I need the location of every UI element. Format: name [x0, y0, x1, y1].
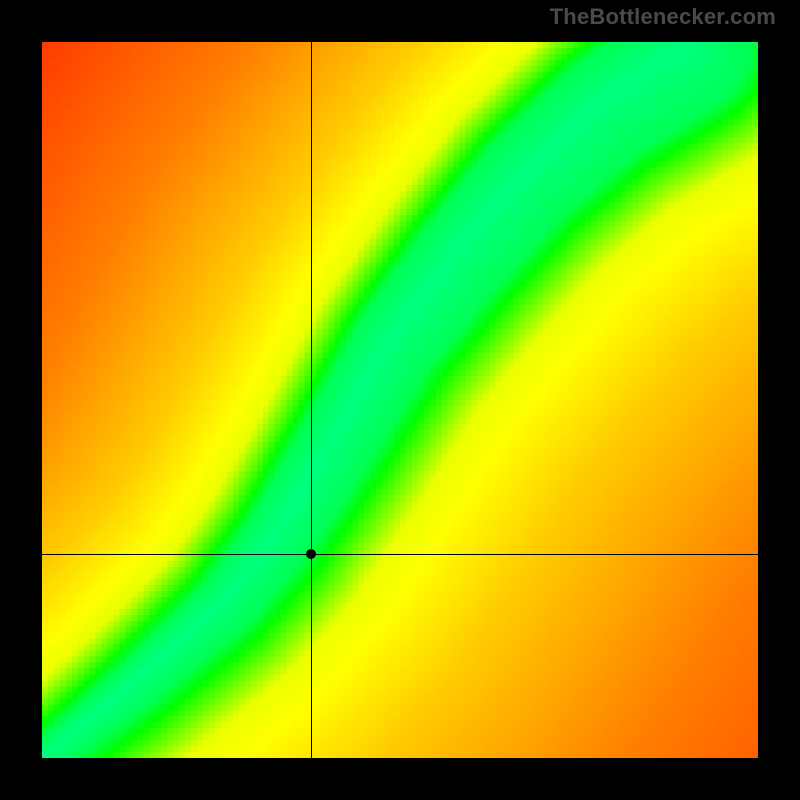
watermark-text: TheBottlenecker.com [550, 4, 776, 30]
crosshair-horizontal [42, 554, 758, 555]
crosshair-marker [306, 549, 316, 559]
crosshair-vertical [311, 42, 312, 758]
bottleneck-heatmap [42, 42, 758, 758]
